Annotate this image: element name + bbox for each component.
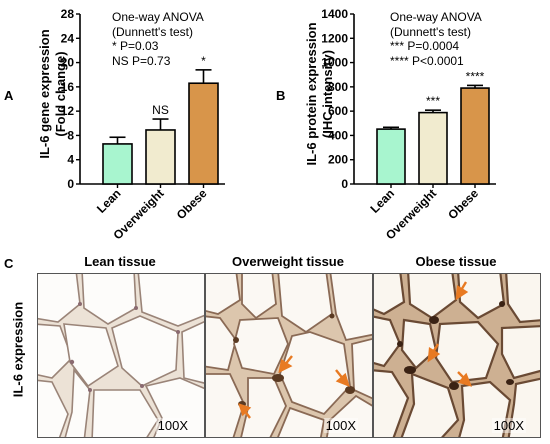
chart-b-annotation-line-2: (Dunnett's test) — [390, 25, 471, 39]
obese-tissue-micrograph: 100X — [373, 273, 541, 438]
overweight-tissue-image — [206, 274, 372, 437]
obese-magnification: 100X — [491, 418, 526, 433]
histology-row-label: IL-6 expression — [10, 301, 26, 398]
chart-b-y-tick-label: 0 — [341, 177, 348, 191]
chart-a-y-tick-label: 28 — [61, 7, 75, 21]
chart-b-annotation-line-4: **** P<0.0001 — [390, 54, 464, 68]
chart-b-y-tick-label: 1200 — [321, 31, 348, 45]
chart-a-y-tick-label: 8 — [67, 128, 74, 142]
panel-letter-c: C — [4, 256, 14, 271]
chart-a-category-label: Obese — [174, 186, 210, 222]
chart-a-y-tick-label: 24 — [61, 31, 75, 45]
chart-a-ylabel-2: (Fold change) — [53, 51, 68, 136]
chart-b-significance-label: **** — [466, 69, 485, 83]
chart-a-bar — [102, 143, 133, 185]
chart-b-bar — [376, 128, 406, 185]
chart-b-bar — [418, 111, 448, 185]
chart-a-y-tick-label: 20 — [61, 56, 75, 70]
lean-magnification: 100X — [155, 418, 190, 433]
chart-b-y-tick-label: 1400 — [321, 7, 348, 21]
chart-b-y-tick-label: 1000 — [321, 56, 348, 70]
chart-a-y-tick-label: 16 — [61, 80, 75, 94]
overweight-magnification: 100X — [323, 418, 358, 433]
chart-a-annotation-line-3: * P=0.03 — [112, 39, 159, 53]
chart-a-category-label: Lean — [94, 186, 124, 216]
chart-a-gene-expression: IL-6 gene expression (Fold change) One-w… — [37, 7, 225, 242]
obese-tissue-image — [374, 274, 540, 437]
chart-b-ylabel-2: (IHC intensity) — [320, 50, 335, 138]
chart-b-y-tick-label: 800 — [328, 80, 348, 94]
obese-arrows — [427, 281, 473, 387]
chart-b-annotation-line-3: *** P=0.0004 — [390, 39, 459, 53]
chart-a-annotation: One-way ANOVA (Dunnett's test) * P=0.03 … — [112, 10, 204, 68]
chart-a-bar — [188, 82, 219, 185]
chart-b-protein-expression: IL-6 protein expression (IHC intensity) … — [304, 7, 496, 242]
chart-a-y-tick-label: 12 — [61, 104, 75, 118]
chart-b-annotation: One-way ANOVA (Dunnett's test) *** P=0.0… — [390, 10, 482, 68]
lean-tissue-title: Lean tissue — [84, 254, 156, 269]
chart-b-category-label: Obese — [445, 186, 481, 222]
overweight-arrows — [238, 355, 350, 419]
chart-a-y-tick-label: 0 — [67, 177, 74, 191]
obese-tissue-title: Obese tissue — [415, 254, 497, 269]
lean-tissue-image — [38, 274, 204, 437]
chart-a-annotation-line-1: One-way ANOVA — [112, 10, 204, 24]
overweight-tissue-micrograph: 100X — [205, 273, 373, 438]
chart-b-y-tick-label: 600 — [328, 104, 348, 118]
panel-letter-b: B — [276, 88, 286, 103]
chart-b-ylabel: IL-6 protein expression — [304, 22, 319, 165]
chart-b-y-tick-label: 200 — [328, 153, 348, 167]
chart-a-annotation-line-4: NS P=0.73 — [112, 54, 171, 68]
chart-b-bar — [460, 87, 490, 185]
chart-b-annotation-line-1: One-way ANOVA — [390, 10, 482, 24]
chart-b-y-tick-label: 400 — [328, 128, 348, 142]
panel-letter-a: A — [4, 88, 14, 103]
lean-tissue-micrograph: 100X — [37, 273, 205, 438]
chart-a-significance-label: * — [201, 54, 206, 68]
chart-b-significance-label: *** — [426, 94, 440, 108]
chart-a-significance-label: NS — [152, 103, 169, 117]
chart-b-category-label: Lean — [367, 186, 397, 216]
chart-a-annotation-line-2: (Dunnett's test) — [112, 25, 193, 39]
chart-a-ylabel: IL-6 gene expression — [37, 29, 52, 158]
overweight-tissue-title: Overweight tissue — [232, 254, 344, 269]
chart-a-bar — [145, 129, 176, 185]
chart-a-y-tick-label: 4 — [67, 153, 74, 167]
